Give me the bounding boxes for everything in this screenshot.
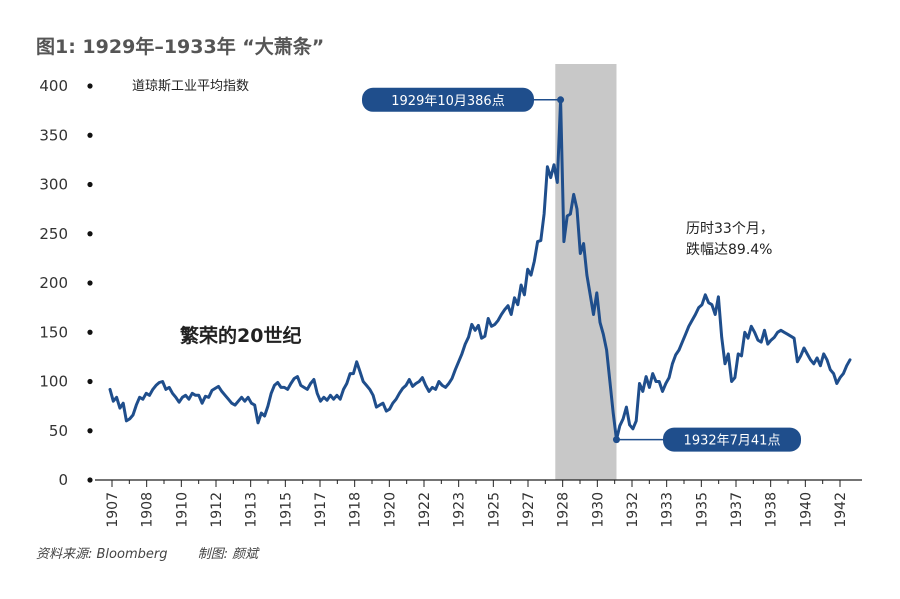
x-tick-label: 1920	[382, 492, 398, 528]
x-tick-label: 1938	[764, 492, 780, 528]
y-tick-marker	[87, 378, 93, 385]
peak-callout-text: 1929年10月386点	[391, 94, 504, 109]
x-tick-label: 1933	[660, 492, 676, 528]
x-tick-label: 1915	[278, 492, 294, 528]
x-tick-label: 1908	[140, 492, 156, 528]
y-tick-label: 0	[58, 471, 68, 489]
y-tick-marker	[87, 280, 93, 286]
x-tick-label: 1935	[694, 492, 710, 528]
x-tick-label: 1918	[348, 492, 364, 528]
trough-callout-box	[663, 427, 801, 452]
y-tick-label: 250	[39, 225, 68, 243]
x-tick-label: 1923	[452, 492, 468, 528]
series-label: 道琼斯工业平均指数	[132, 79, 249, 94]
x-tick-label: 1917	[313, 492, 329, 528]
chart-title: 图1: 1929年–1933年 “大萧条”	[36, 36, 325, 58]
y-tick-marker	[87, 132, 93, 138]
y-tick-label: 200	[39, 274, 68, 292]
x-tick-label: 1913	[244, 492, 260, 528]
y-tick-marker	[87, 231, 93, 237]
y-tick-marker	[87, 181, 93, 188]
source-note: 资料来源: Bloomberg	[36, 547, 168, 562]
y-tick-marker	[87, 477, 93, 483]
x-tick-label: 1910	[174, 492, 190, 528]
y-tick-marker	[87, 428, 93, 434]
trough-callout-text: 1932年7月41点	[684, 434, 781, 449]
y-axis: 0 50 100 150 200 250 300 350 400	[39, 77, 93, 489]
x-tick-label: 1930	[590, 492, 606, 528]
footer: 资料来源: Bloomberg 制图: 颜斌	[36, 543, 258, 562]
x-tick-label: 1907	[105, 492, 121, 528]
y-tick-label: 350	[39, 126, 68, 144]
peak-callout-box	[362, 87, 534, 112]
peak-callout: 1929年10月386点	[362, 87, 565, 112]
duration-annotation: 历时33个月，	[686, 221, 774, 237]
x-axis: 1907 1908 1910 1912 1913 1915 1917 1918 1920 1922…	[95, 479, 862, 528]
x-tick-label: 1928	[556, 492, 572, 528]
prosperity-annotation: 繁荣的20世纪	[180, 324, 301, 347]
dow-jones-line	[108, 98, 852, 442]
y-tick-label: 300	[39, 176, 68, 194]
y-tick-label: 400	[39, 77, 68, 95]
y-tick-marker	[87, 329, 93, 335]
x-tick-label: 1927	[521, 492, 537, 528]
x-tick-label: 1932	[625, 492, 641, 528]
x-tick-label: 1937	[729, 492, 745, 528]
trough-callout: 1932年7月41点	[612, 427, 801, 452]
y-tick-label: 100	[39, 373, 68, 391]
x-tick-label: 1940	[798, 492, 814, 528]
x-tick-label: 1942	[833, 492, 849, 528]
peak-marker	[557, 96, 565, 104]
y-tick-marker	[87, 83, 93, 89]
y-tick-label: 150	[39, 323, 68, 341]
y-tick-label: 50	[49, 422, 68, 440]
x-tick-label: 1922	[417, 492, 433, 528]
trough-marker	[612, 436, 620, 444]
decline-annotation: 跌幅达89.4%	[686, 242, 772, 258]
x-tick-label: 1912	[209, 492, 225, 528]
credit-note: 制图: 颜斌	[197, 547, 259, 562]
x-tick-label: 1925	[486, 492, 502, 528]
